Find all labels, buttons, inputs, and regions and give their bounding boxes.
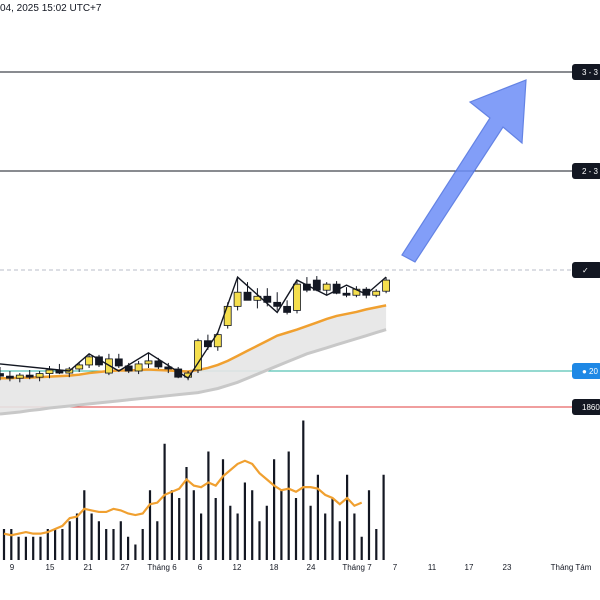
candle-body — [134, 363, 143, 372]
level-teal-label: ● 20 — [582, 367, 599, 376]
candle-body — [124, 365, 133, 372]
candle-body — [382, 279, 391, 292]
x-tick-label: Tháng 6 — [147, 563, 177, 572]
level-check-label-box — [572, 262, 600, 278]
candle-body — [243, 291, 252, 301]
candle-body — [194, 340, 202, 371]
level-3-label: 3 - 3 — [582, 68, 599, 77]
x-tick-label: 15 — [46, 563, 55, 572]
candle-body — [174, 368, 183, 378]
candle-body — [75, 364, 84, 370]
x-tick-label: 7 — [393, 563, 398, 572]
candle-body — [144, 360, 153, 365]
x-tick-label: Tháng 7 — [342, 563, 372, 572]
level-red-label-box — [572, 399, 600, 415]
x-tick-label: 23 — [503, 563, 512, 572]
moving-average-band — [0, 305, 387, 416]
x-tick-label: 21 — [84, 563, 93, 572]
candle-body — [283, 305, 292, 313]
candle-body — [233, 291, 242, 307]
x-tick-label: 27 — [121, 563, 130, 572]
level-check-label: ✓ — [582, 266, 589, 275]
candle-body — [85, 356, 93, 366]
x-tick-label: 6 — [198, 563, 203, 572]
candle-body — [114, 358, 123, 367]
x-tick-label: 17 — [465, 563, 474, 572]
candle-body — [25, 374, 34, 378]
candle-body — [45, 369, 54, 374]
x-tick-label: 24 — [307, 563, 316, 572]
candle-body — [223, 305, 232, 326]
zigzag-line — [0, 275, 387, 380]
candle-body — [154, 360, 163, 368]
level-teal-label-box — [572, 363, 600, 379]
volume-ma-line — [3, 459, 363, 537]
volume-pane — [2, 420, 385, 560]
x-tick-label: 11 — [428, 563, 437, 572]
chart-header: 04, 2025 15:02 UTC+7 — [0, 3, 102, 14]
level-3-label-box — [572, 64, 600, 80]
level-2-label: 2 - 3 — [582, 167, 599, 176]
x-tick-label: Tháng Tám — [551, 563, 592, 572]
ma-band-lower — [0, 328, 387, 416]
price-axis-labels: 3 - 3 2 - 3 ✓ ● 20 1860 — [572, 64, 600, 415]
ma-band-fill — [0, 305, 387, 414]
candle-body — [342, 292, 351, 296]
candles — [0, 276, 391, 383]
candle-body — [6, 375, 14, 379]
level-red-label: 1860 — [582, 403, 600, 412]
projection-arrow[interactable] — [401, 79, 527, 263]
candle-body — [213, 334, 222, 348]
candle-body — [293, 283, 301, 311]
level-2-label-box — [572, 163, 600, 179]
candle-body — [15, 374, 24, 379]
candle-body — [322, 283, 331, 291]
zigzag-path — [0, 275, 387, 380]
x-tick-label: 9 — [10, 563, 15, 572]
candle-body — [273, 301, 282, 307]
arrow-shape — [401, 79, 527, 263]
time-axis: 9 15 21 27 Tháng 6 6 12 18 24 Tháng 7 7 11 17 23 Tháng… — [10, 563, 592, 572]
candle-body — [0, 373, 4, 377]
x-tick-label: 12 — [233, 563, 242, 572]
candle-body — [372, 290, 381, 296]
candle-body — [263, 295, 272, 303]
x-tick-label: 18 — [270, 563, 279, 572]
candle-body — [35, 373, 44, 378]
